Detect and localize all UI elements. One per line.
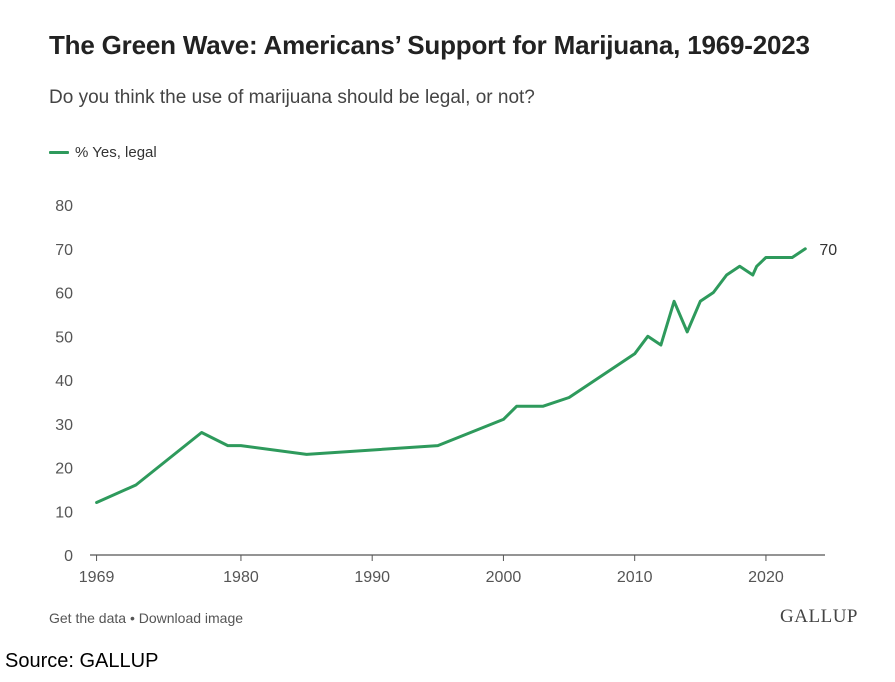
source-note: Source: GALLUP [5, 650, 159, 672]
y-tick-label: 60 [55, 286, 73, 303]
x-tick-label: 1990 [354, 569, 390, 586]
x-tick-label: 2020 [748, 569, 784, 586]
legend: % Yes, legal [49, 144, 157, 161]
x-tick-label: 1969 [79, 569, 115, 586]
chart-title: The Green Wave: Americans’ Support for M… [49, 30, 810, 60]
y-tick-label: 30 [55, 417, 73, 434]
get-data-link[interactable]: Get the data [49, 610, 127, 626]
series-line [95, 247, 807, 504]
footer-separator: • [129, 610, 135, 626]
gallup-logo: GALLUP [780, 606, 858, 627]
legend-swatch [49, 151, 69, 154]
x-tick-label: 2000 [486, 569, 522, 586]
legend-label: % Yes, legal [75, 144, 157, 161]
y-tick-label: 50 [55, 329, 73, 346]
footer-links: Get the data • Download image [49, 610, 243, 626]
download-image-link[interactable]: Download image [138, 610, 244, 626]
end-value-label: 70 [819, 242, 837, 259]
x-tick-label: 2010 [617, 569, 653, 586]
y-tick-label: 0 [64, 548, 73, 565]
y-tick-label: 40 [55, 373, 73, 390]
y-tick-label: 20 [55, 461, 73, 478]
y-tick-label: 10 [55, 504, 73, 521]
line-chart: 0 10 20 30 40 50 60 70 80 1969 1980 1990 2000 2010 202… [55, 198, 837, 586]
x-tick-label: 1980 [223, 569, 259, 586]
chart-subtitle: Do you think the use of marijuana should… [49, 87, 535, 108]
y-tick-label: 70 [55, 242, 73, 259]
y-tick-label: 80 [55, 198, 73, 215]
